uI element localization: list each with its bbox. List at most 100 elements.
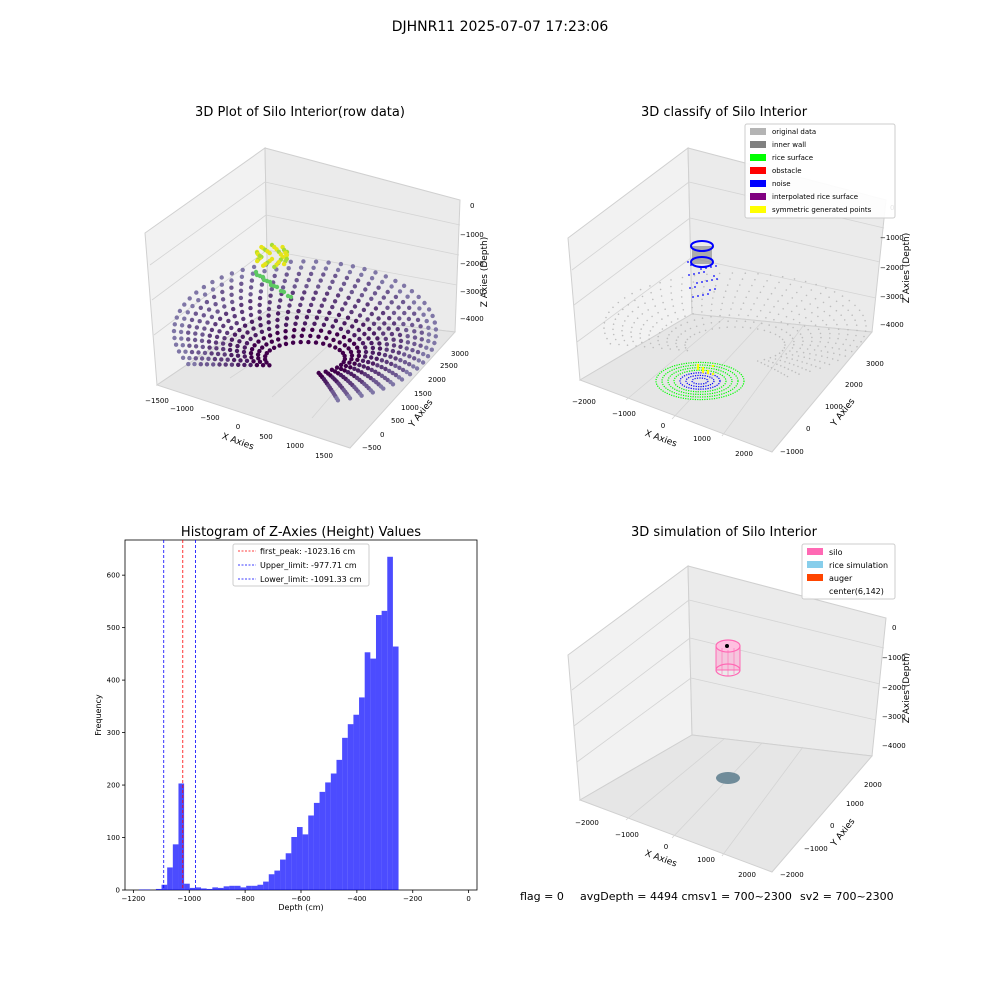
classify-point bbox=[618, 343, 620, 346]
raw-point bbox=[266, 326, 272, 332]
classify-point bbox=[606, 337, 608, 340]
raw-point bbox=[239, 274, 245, 279]
raw-point bbox=[365, 317, 370, 322]
raw-point bbox=[410, 322, 415, 328]
raw-point bbox=[343, 301, 348, 306]
classify-point bbox=[828, 328, 830, 330]
raw-point bbox=[313, 290, 318, 295]
raw-point bbox=[347, 360, 352, 365]
raw-point bbox=[241, 316, 246, 322]
classify-point bbox=[641, 295, 644, 298]
raw-point bbox=[202, 292, 208, 297]
raw-point bbox=[397, 332, 403, 338]
raw-point bbox=[252, 343, 257, 348]
classify-point bbox=[710, 315, 712, 318]
raw-point bbox=[384, 347, 389, 352]
raw-point bbox=[235, 353, 241, 358]
raw-point bbox=[193, 356, 198, 361]
classify-point bbox=[784, 361, 786, 363]
classify-point bbox=[855, 334, 857, 337]
simulation-x-label: X Axies bbox=[643, 849, 678, 870]
raw-point bbox=[412, 356, 417, 361]
raw-point bbox=[292, 284, 297, 289]
histogram-bar bbox=[229, 885, 235, 890]
classify-point bbox=[742, 326, 744, 329]
classify-noise-point bbox=[702, 294, 704, 296]
classify-point bbox=[658, 332, 661, 334]
raw-point bbox=[197, 319, 202, 324]
histogram-bar bbox=[364, 652, 371, 890]
raw-point bbox=[370, 361, 376, 366]
classify-point bbox=[747, 314, 749, 317]
raw-point bbox=[430, 313, 435, 319]
histogram-title: Histogram of Z-Axies (Height) Values bbox=[181, 525, 421, 540]
classify-noise-point bbox=[690, 264, 692, 266]
raw-point bbox=[283, 341, 289, 347]
raw-point bbox=[363, 345, 368, 350]
classify-point bbox=[756, 360, 759, 362]
raw-point bbox=[327, 330, 332, 335]
classify-point bbox=[817, 315, 819, 318]
raw-point bbox=[242, 362, 247, 368]
classify-y-tick: 3000 bbox=[866, 360, 884, 368]
raw-point bbox=[262, 357, 268, 362]
raw-point bbox=[370, 350, 375, 355]
raw-point bbox=[209, 314, 215, 320]
raw-point bbox=[306, 277, 311, 283]
classify-point bbox=[804, 308, 806, 311]
raw-x-ticks: −1500 −1000 −500 0 500 1000 1500 bbox=[145, 397, 333, 460]
classify-point bbox=[704, 329, 707, 332]
raw-point bbox=[371, 331, 377, 336]
classify-point bbox=[612, 328, 614, 331]
raw-point bbox=[379, 358, 385, 363]
raw-point bbox=[172, 322, 177, 327]
classify-point bbox=[765, 317, 767, 319]
raw-point bbox=[330, 279, 335, 284]
classify-point bbox=[820, 350, 823, 352]
classify-point bbox=[631, 310, 634, 313]
raw-point bbox=[189, 349, 195, 355]
simulation-x-ticks: −2000 −1000 0 1000 2000 bbox=[575, 819, 756, 879]
legend-label: Lower_limit: -1091.33 cm bbox=[260, 575, 362, 584]
classify-noise-point bbox=[697, 295, 699, 297]
classify-noise-point bbox=[715, 265, 717, 267]
classify-point bbox=[819, 341, 821, 343]
simulation-x-tick: 1000 bbox=[697, 856, 715, 864]
classify-point bbox=[815, 365, 817, 368]
legend-swatch bbox=[750, 154, 766, 161]
raw-point bbox=[257, 316, 263, 321]
classify-point bbox=[842, 343, 844, 346]
raw-point bbox=[284, 256, 289, 262]
raw-point bbox=[348, 349, 354, 355]
raw-point bbox=[186, 330, 191, 335]
classify-point bbox=[814, 359, 816, 361]
raw-point bbox=[411, 300, 417, 305]
raw-point bbox=[391, 321, 397, 326]
classify-point bbox=[805, 316, 807, 319]
raw-point bbox=[404, 369, 409, 375]
classify-legend-item: original data bbox=[750, 128, 816, 136]
status-flag: flag = 0 bbox=[520, 890, 564, 903]
raw-point bbox=[248, 285, 254, 290]
classify-point bbox=[742, 302, 745, 305]
status-line: flag = 0 avgDepth = 4494 cmsv1 = 700~230… bbox=[520, 890, 894, 903]
classify-point bbox=[828, 314, 831, 317]
raw-point bbox=[420, 360, 426, 365]
classify-point bbox=[739, 284, 741, 286]
classify-point bbox=[622, 308, 624, 311]
classify-point bbox=[760, 361, 763, 364]
classify-ring bbox=[661, 364, 739, 398]
histogram-bar bbox=[251, 885, 258, 890]
classify-point bbox=[634, 299, 636, 302]
raw-point bbox=[225, 357, 230, 362]
raw-point bbox=[217, 362, 222, 367]
histogram-bar bbox=[246, 885, 252, 890]
raw-point bbox=[245, 330, 250, 335]
classify-point bbox=[773, 318, 775, 321]
classify-sym-point bbox=[706, 369, 710, 373]
raw-point bbox=[281, 261, 287, 267]
raw-point bbox=[256, 339, 261, 344]
classify-point bbox=[806, 362, 808, 365]
raw-point bbox=[338, 261, 344, 267]
raw-point bbox=[377, 300, 383, 306]
